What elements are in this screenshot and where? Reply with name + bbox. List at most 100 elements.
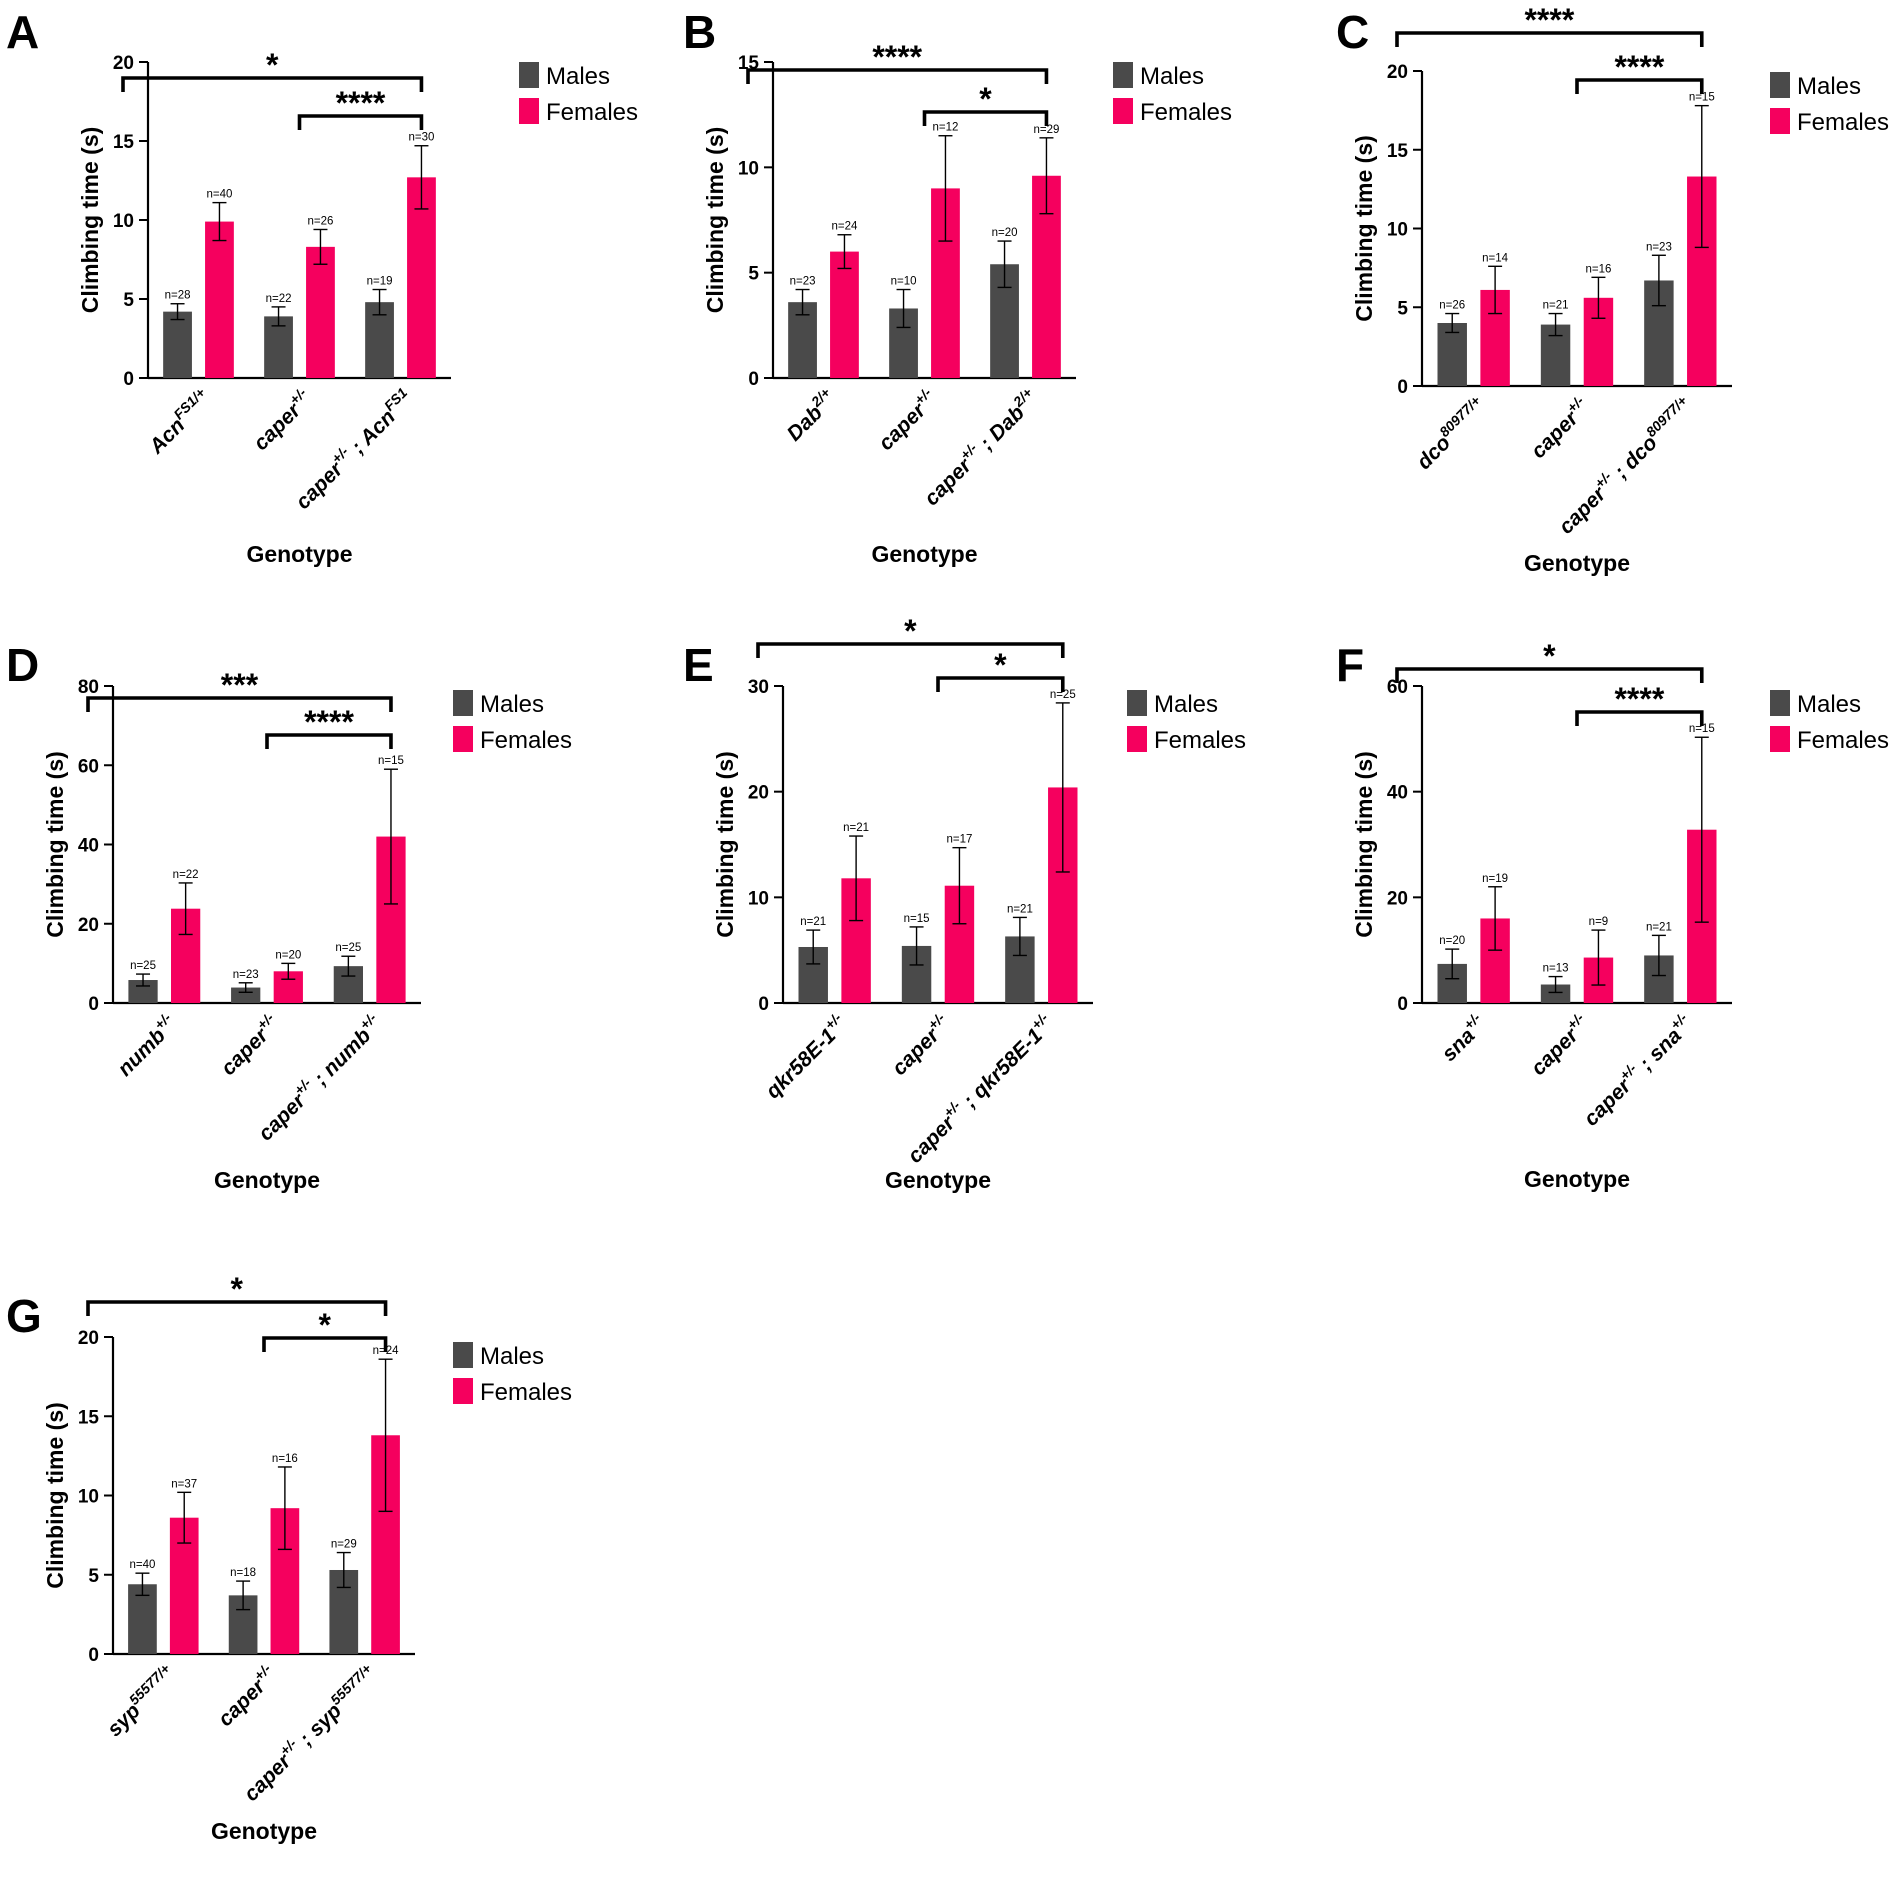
y-tick-label: 0 — [88, 1645, 99, 1666]
n-label: n=18 — [230, 1567, 256, 1579]
y-tick-label: 0 — [748, 369, 759, 390]
y-tick-label: 20 — [113, 53, 134, 74]
panel-d: D 0 20 40 60 80 Climbing time (s) n=25 n=23 n=25 n… — [6, 639, 572, 1193]
error-bar — [795, 288, 810, 316]
error-bar — [170, 303, 185, 321]
legend-swatch-males — [453, 690, 473, 716]
y-tick-label: 10 — [1387, 220, 1408, 241]
x-axis-title: Genotype — [1524, 550, 1630, 576]
n-label: n=16 — [272, 1453, 298, 1465]
error-bar — [938, 135, 953, 242]
error-bar — [281, 962, 296, 980]
legend: Males Females — [453, 690, 572, 754]
y-tick-label: 5 — [748, 264, 759, 285]
y-tick-label: 20 — [1387, 888, 1408, 909]
error-bar — [849, 835, 864, 922]
y-axis-title: Climbing time (s) — [1351, 135, 1377, 322]
legend-label-females: Females — [1797, 727, 1889, 754]
legend: Males Females — [1127, 690, 1246, 754]
category-label: syp55577/+ — [100, 1660, 181, 1741]
n-label: n=21 — [1007, 903, 1033, 915]
y-axis-title: Climbing time (s) — [42, 751, 68, 938]
legend-swatch-females — [519, 98, 539, 124]
n-label: n=29 — [1034, 124, 1060, 136]
legend-swatch-females — [1770, 726, 1790, 752]
n-label: n=19 — [367, 276, 393, 288]
significance-bracket: **** — [1395, 2, 1704, 47]
error-bar — [271, 306, 286, 327]
legend-label-females: Females — [1154, 727, 1246, 754]
error-bar — [1694, 104, 1709, 249]
y-tick-label: 60 — [1387, 677, 1408, 698]
panel-letter: G — [6, 1290, 42, 1342]
panel-letter: E — [683, 639, 714, 691]
y-tick-label: 0 — [123, 369, 134, 390]
bar-males — [264, 316, 293, 378]
n-label: n=30 — [409, 132, 435, 144]
error-bar — [236, 1580, 251, 1611]
legend-label-females: Females — [480, 727, 572, 754]
error-bar — [277, 1466, 292, 1551]
y-tick-label: 0 — [88, 994, 99, 1015]
n-label: n=24 — [832, 221, 859, 233]
n-label: n=21 — [1646, 921, 1672, 933]
y-tick-label: 10 — [748, 888, 769, 909]
legend-swatch-females — [1113, 98, 1133, 124]
y-tick-label: 5 — [88, 1566, 99, 1587]
category-label: caper+/- ; numb+/- — [251, 1009, 387, 1145]
category-label: caper+/- — [1524, 392, 1595, 463]
significance-bracket: * — [756, 613, 1065, 658]
significance-bracket: * — [1395, 638, 1704, 683]
significance-label: * — [994, 647, 1007, 683]
error-bar — [178, 882, 193, 936]
legend: Males Females — [519, 62, 638, 126]
legend-swatch-females — [1770, 108, 1790, 134]
significance-label: * — [266, 47, 279, 83]
x-axis-title: Genotype — [1524, 1166, 1630, 1192]
y-tick-label: 20 — [78, 915, 99, 936]
error-bar — [1548, 975, 1563, 994]
bar-males — [1437, 323, 1467, 386]
n-label: n=25 — [335, 942, 361, 954]
error-bar — [1445, 948, 1460, 980]
legend-swatch-males — [1770, 690, 1790, 716]
n-label: n=20 — [1439, 935, 1465, 947]
panel-a: A 0 5 10 15 20 Climbing time (s) n=28 n=22 n=19 n=… — [6, 6, 638, 567]
error-bar — [952, 846, 967, 925]
significance-label: *** — [221, 667, 259, 703]
significance-bracket: * — [121, 47, 424, 92]
significance-label: **** — [1524, 2, 1574, 38]
significance-label: **** — [1614, 681, 1664, 717]
category-label: numb+/- — [111, 1009, 183, 1081]
n-label: n=20 — [992, 227, 1018, 239]
error-bar — [1012, 916, 1027, 957]
error-bar — [1591, 929, 1606, 986]
y-axis-title: Climbing time (s) — [42, 1402, 68, 1589]
error-bar — [136, 973, 151, 987]
legend-label-males: Males — [1140, 63, 1204, 90]
significance-label: * — [319, 1307, 332, 1343]
n-label: n=25 — [1050, 689, 1076, 701]
error-bar — [837, 234, 852, 270]
category-label: caper+/- ; sna+/- — [1577, 1009, 1698, 1130]
legend-label-females: Females — [1797, 109, 1889, 136]
y-tick-label: 40 — [1387, 783, 1408, 804]
y-tick-label: 30 — [748, 677, 769, 698]
significance-bracket: **** — [1575, 49, 1704, 94]
n-label: n=21 — [843, 822, 869, 834]
panel-letter: D — [6, 639, 39, 691]
panel-f: F 0 20 40 60 Climbing time (s) n=20 n=13 n=21 n=1… — [1336, 638, 1889, 1192]
y-tick-label: 15 — [1387, 141, 1409, 162]
panel-e: E 0 10 20 30 Climbing time (s) n=21 n=15 n=21 n=2… — [683, 613, 1246, 1193]
panel-letter: C — [1336, 6, 1369, 58]
y-tick-label: 15 — [78, 1407, 100, 1428]
y-tick-label: 10 — [738, 158, 759, 179]
n-label: n=14 — [1482, 252, 1509, 264]
y-axis-title: Climbing time (s) — [1351, 751, 1377, 938]
error-bar — [383, 768, 398, 905]
error-bar — [1651, 254, 1666, 307]
n-label: n=26 — [308, 215, 334, 227]
error-bar — [238, 982, 253, 994]
